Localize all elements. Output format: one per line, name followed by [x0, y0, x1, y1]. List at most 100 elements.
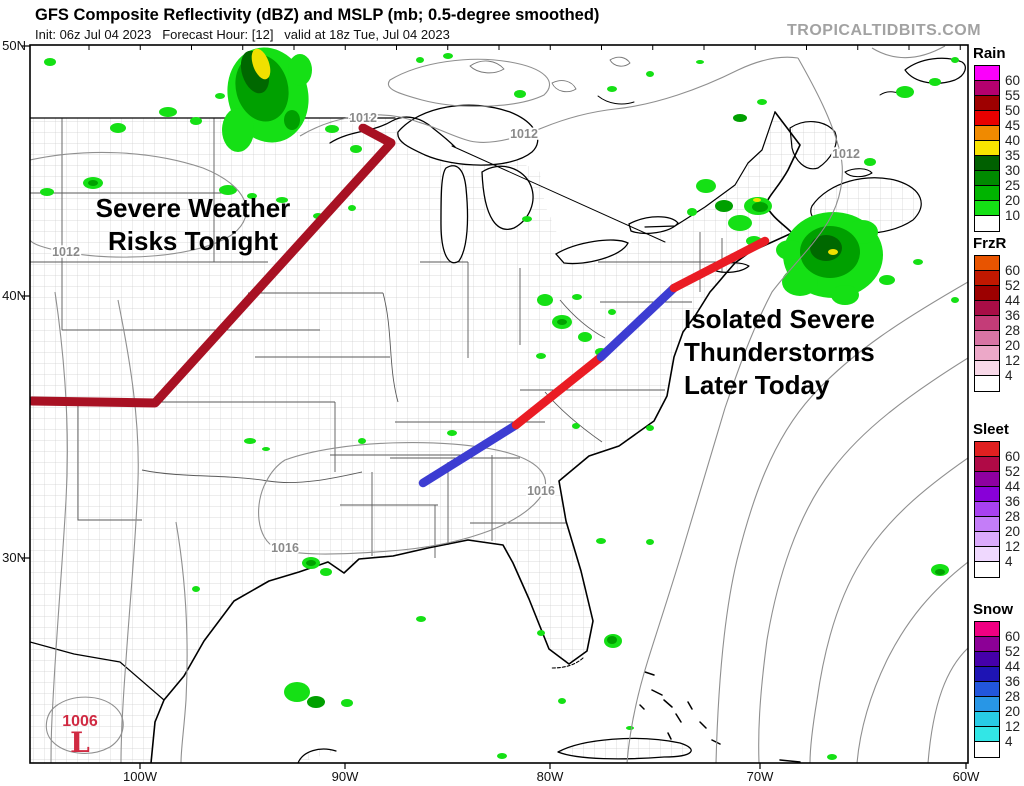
legend-color-cell — [975, 66, 999, 81]
legend-colorbar: 60 52 44 36 28 20 12 4 — [974, 441, 1020, 578]
cold-front-segment — [418, 420, 521, 488]
legend-title: Rain — [973, 45, 1006, 62]
annotation-line: Risks Tonight — [108, 226, 278, 256]
legend-color-cell — [975, 667, 999, 682]
legend-color-cell — [975, 141, 999, 156]
legend-color-cell — [975, 376, 999, 391]
legend-value: 44 — [1005, 293, 1021, 308]
legend-value: 60 — [1005, 629, 1021, 644]
legend-color-cell — [975, 216, 999, 231]
legend-color-cell — [975, 637, 999, 652]
legend-value: 44 — [1005, 479, 1021, 494]
isobar-label: 1016 — [527, 484, 555, 498]
legend-value: 60 — [1005, 263, 1021, 278]
legend-colorbar: 60 52 44 36 28 20 12 4 — [974, 621, 1020, 758]
legend-color-cell — [975, 727, 999, 742]
legend-value: 30 — [1005, 163, 1021, 178]
state-borders — [30, 118, 736, 558]
legend-color-cell — [975, 712, 999, 727]
lat-label: 30N — [2, 550, 26, 565]
legend-color-cell — [975, 301, 999, 316]
legend-color-cell — [975, 201, 999, 216]
annotation-isolated-severe-later-today: Isolated Severe Thunderstorms Later Today — [684, 303, 934, 402]
land-county-texture — [30, 112, 922, 763]
annotation-line: Severe Weather — [95, 193, 291, 223]
lat-label: 40N — [2, 288, 26, 303]
legend-value: 12 — [1005, 719, 1021, 734]
legend-color-cell — [975, 286, 999, 301]
legend-color-cell — [975, 622, 999, 637]
cold-front-segment — [596, 283, 679, 362]
reflectivity-blobs — [40, 47, 959, 760]
legend-color-cell — [975, 517, 999, 532]
legend-color-cell — [975, 96, 999, 111]
legend-value: 4 — [1005, 368, 1013, 383]
legend-value: 28 — [1005, 323, 1021, 338]
legend-color-cell — [975, 532, 999, 547]
legend-color-cell — [975, 346, 999, 361]
warm-front-segment — [511, 352, 606, 430]
legend-value: 60 — [1005, 449, 1021, 464]
mslp-contours — [30, 45, 968, 763]
great-lakes — [397, 104, 679, 265]
legend-value: 28 — [1005, 689, 1021, 704]
low-pressure-value: 1006 — [62, 713, 98, 730]
legend-color-cell — [975, 271, 999, 286]
legend-value: 60 — [1005, 73, 1021, 88]
legend-snow: Snow 60 52 44 36 28 20 12 4 — [973, 601, 1024, 758]
lon-label: 60W — [953, 769, 980, 784]
pressure-labels-layer: 1012 1012 1012 1012 1016 1016 — [50, 109, 861, 557]
legend-value: 35 — [1005, 148, 1021, 163]
legend-value: 55 — [1005, 88, 1021, 103]
legend-color-cell — [975, 81, 999, 96]
legend-color-cell — [975, 156, 999, 171]
legend-value: 45 — [1005, 118, 1021, 133]
legend-colorbar: 60 55 50 45 40 35 30 25 20 10 — [974, 65, 1020, 232]
lon-label: 100W — [123, 769, 158, 784]
legend-title: Snow — [973, 601, 1013, 618]
severe-risk-outline — [30, 123, 396, 408]
axis-labels: 100W 90W 80W 70W 60W 50N 40N 30N — [2, 38, 980, 784]
legend-colorbar: 60 52 44 36 28 20 12 4 — [974, 255, 1020, 392]
legend-value: 36 — [1005, 308, 1021, 323]
map-title: GFS Composite Reflectivity (dBZ) and MSL… — [35, 6, 600, 24]
isobar-label: 1016 — [271, 541, 299, 555]
legend-color-cell — [975, 682, 999, 697]
legend-value: 40 — [1005, 133, 1021, 148]
legend-color-cell — [975, 472, 999, 487]
legend-value: 20 — [1005, 524, 1021, 539]
legend-color-cell — [975, 652, 999, 667]
legend-title: Sleet — [973, 421, 1009, 438]
legend-color-cell — [975, 361, 999, 376]
isobar-label: 1012 — [510, 127, 538, 141]
legend-value: 52 — [1005, 644, 1021, 659]
legend-color-cell — [975, 742, 999, 757]
legend-color-cell — [975, 171, 999, 186]
low-symbol: L — [70, 726, 90, 759]
legend-value: 20 — [1005, 193, 1021, 208]
lon-label: 70W — [747, 769, 774, 784]
isobar-label: 1012 — [349, 111, 377, 125]
legend-value: 4 — [1005, 554, 1013, 569]
legend-value: 52 — [1005, 464, 1021, 479]
annotation-line: Isolated Severe — [684, 304, 875, 334]
axis-ticks — [22, 45, 967, 769]
legend-value: 44 — [1005, 659, 1021, 674]
lat-label: 50N — [2, 38, 26, 53]
legend-value: 50 — [1005, 103, 1021, 118]
legend-color-cell — [975, 697, 999, 712]
legend-value: 25 — [1005, 178, 1021, 193]
legend-value: 4 — [1005, 734, 1013, 749]
legend-value: 20 — [1005, 704, 1021, 719]
legend-value: 36 — [1005, 494, 1021, 509]
legend-color-cell — [975, 186, 999, 201]
legend-value: 28 — [1005, 509, 1021, 524]
legend-value: 20 — [1005, 338, 1021, 353]
legend-title: FrzR — [973, 235, 1007, 252]
legend-color-cell — [975, 562, 999, 577]
isobar-label: 1012 — [832, 147, 860, 161]
legend-color-cell — [975, 126, 999, 141]
legend-color-cell — [975, 111, 999, 126]
